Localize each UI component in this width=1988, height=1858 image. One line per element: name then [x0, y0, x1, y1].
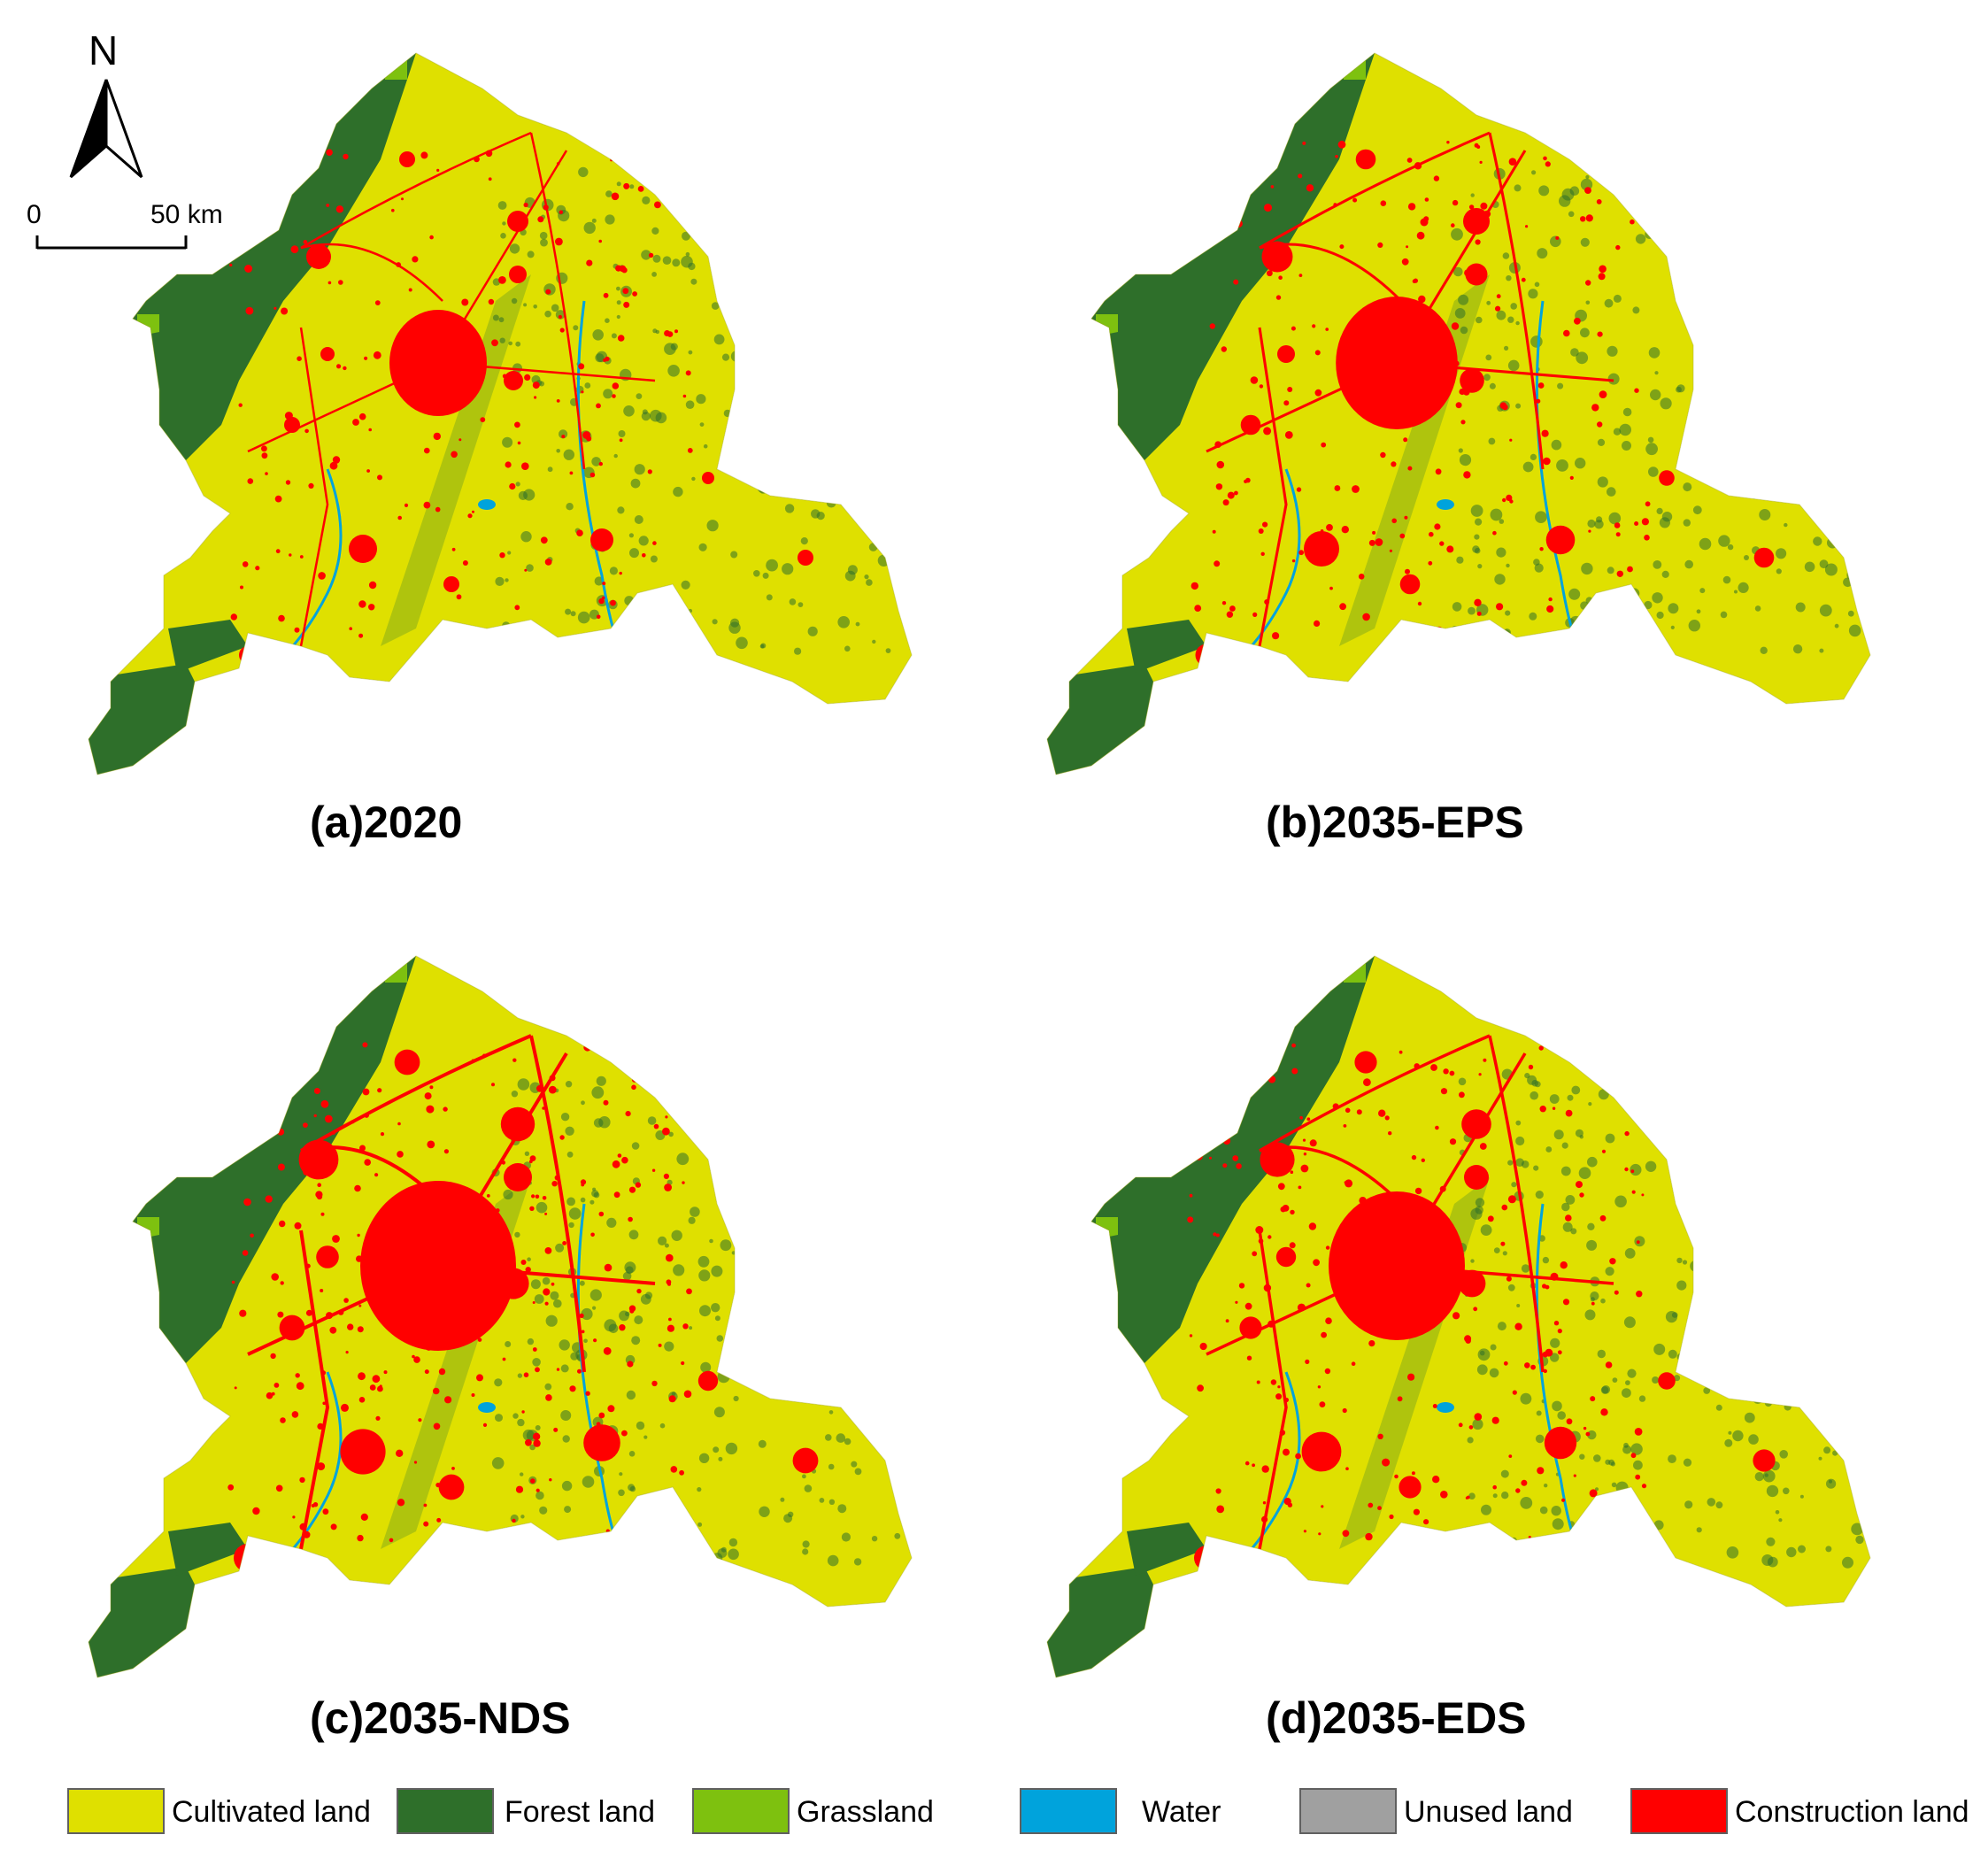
legend-swatch [1630, 1788, 1728, 1834]
legend-swatch [1020, 1788, 1117, 1834]
legend-label: Water [1142, 1795, 1221, 1829]
panel-label-c: (c)2035-NDS [310, 1693, 571, 1743]
land-use-map [88, 52, 913, 775]
map-panel-d [994, 912, 1988, 1797]
map-panel-b [994, 9, 1988, 894]
land-use-map [1046, 955, 1871, 1678]
legend-swatch [397, 1788, 494, 1834]
panel-label-a: (a)2020 [310, 798, 463, 847]
legend-label: Cultivated land [172, 1795, 371, 1829]
panel-label-b: (b)2035-EPS [1266, 798, 1524, 847]
legend-label: Construction land [1735, 1795, 1969, 1829]
land-use-map [1046, 52, 1871, 775]
legend-label: Unused land [1404, 1795, 1573, 1829]
scale-bar [35, 235, 188, 250]
map-panel-c [35, 912, 1029, 1797]
legend-label: Forest land [505, 1795, 656, 1829]
north-letter: N [89, 27, 119, 73]
legend-swatch [692, 1788, 790, 1834]
scale-bar-start: 0 [27, 200, 42, 229]
map-panel-a [35, 9, 1029, 894]
panel-label-d: (d)2035-EDS [1266, 1693, 1527, 1743]
legend-swatch [1299, 1788, 1397, 1834]
land-use-map [88, 955, 913, 1678]
scale-bar-end: 50 km [150, 200, 223, 229]
legend: Cultivated land Forest land Grassland Wa… [0, 1788, 1988, 1850]
north-arrow-icon [69, 79, 143, 179]
legend-swatch [67, 1788, 165, 1834]
legend-label: Grassland [797, 1795, 934, 1829]
